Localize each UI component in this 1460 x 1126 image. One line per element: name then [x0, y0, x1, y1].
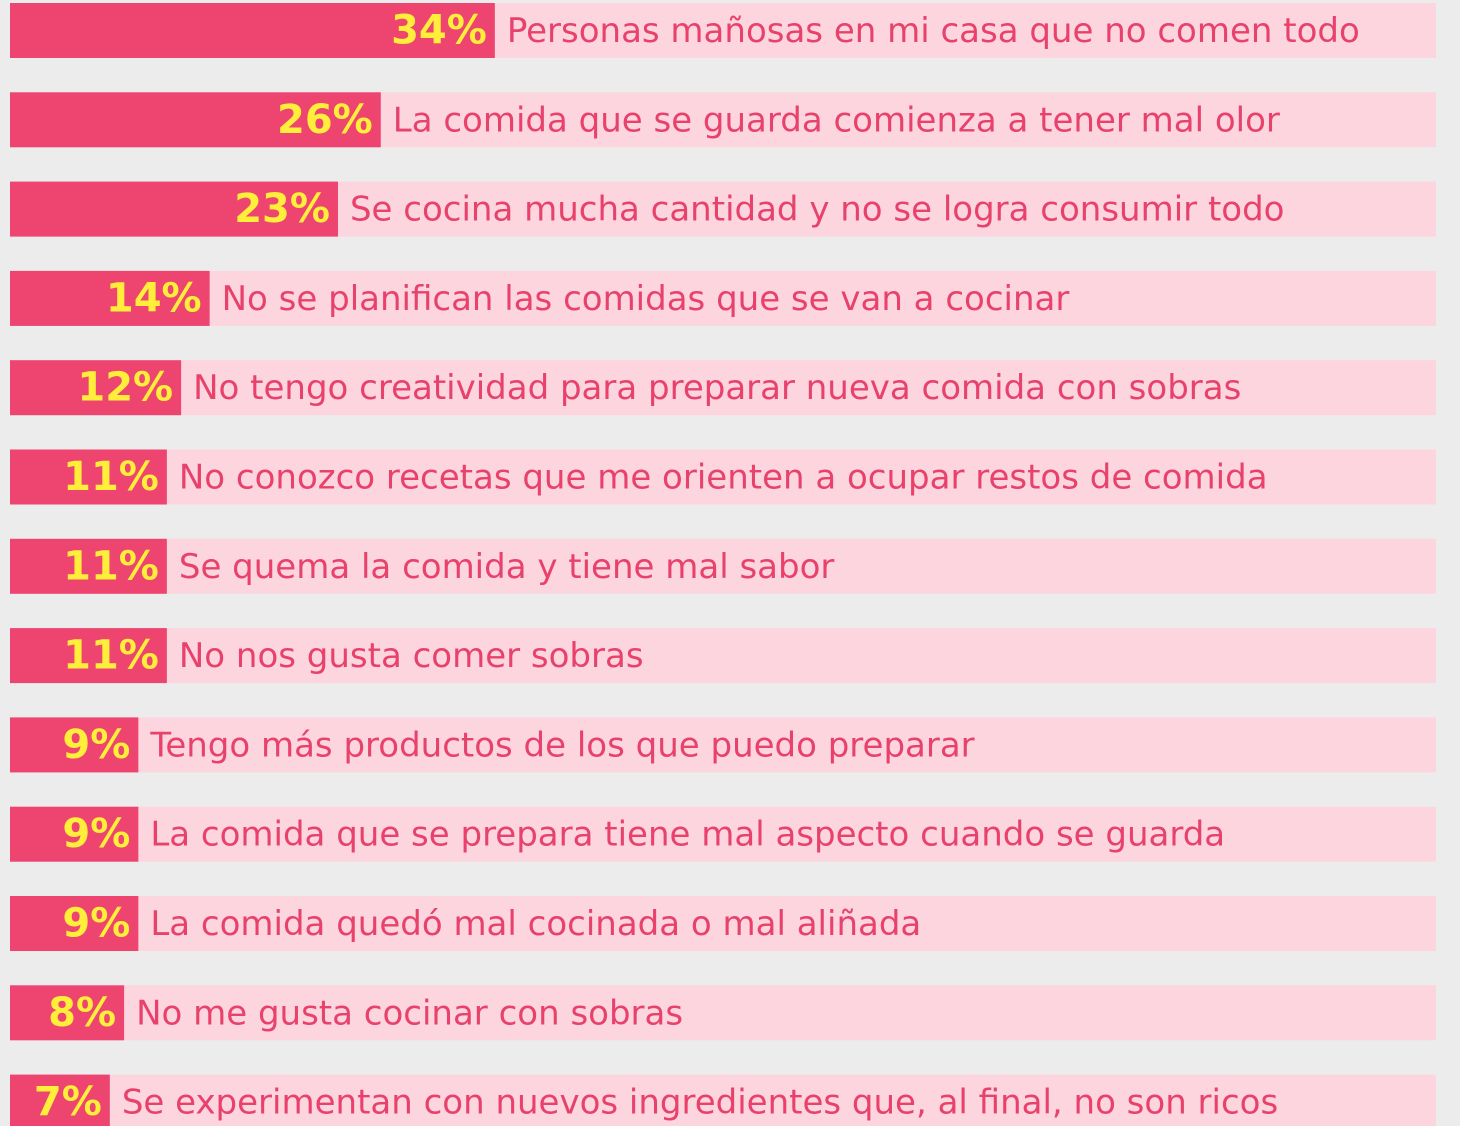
value-label: 11%: [63, 633, 159, 679]
bar: [10, 449, 167, 505]
bar: [10, 896, 139, 951]
category-label: No se planifican las comidas que se van …: [222, 279, 1070, 319]
value-label: 23%: [234, 186, 330, 232]
value-label: 11%: [63, 543, 159, 589]
value-label: 8%: [48, 990, 116, 1036]
category-label: Se quema la comida y tiene mal sabor: [179, 547, 835, 587]
bar-track: [10, 717, 1436, 773]
value-label: 7%: [34, 1079, 102, 1125]
value-label: 9%: [62, 722, 130, 768]
bar-track: [10, 538, 1436, 594]
bar: [10, 806, 139, 862]
category-label: Tengo más productos de los que puedo pre…: [149, 725, 974, 765]
category-label: Personas mañosas en mi casa que no comen…: [507, 11, 1360, 51]
category-label: No nos gusta comer sobras: [179, 636, 644, 676]
bar-track: [10, 896, 1436, 951]
category-label: No me gusta cocinar con sobras: [136, 993, 683, 1033]
bar-track: [10, 449, 1436, 505]
bar: [10, 628, 167, 684]
bar: [10, 985, 125, 1041]
bar-track: [10, 360, 1436, 416]
bar-track: [10, 628, 1436, 684]
bar: [10, 181, 338, 237]
category-label: No conozco recetas que me orienten a ocu…: [179, 458, 1268, 498]
value-label: 26%: [277, 97, 373, 143]
value-label: 9%: [62, 901, 130, 947]
category-label: No tengo creatividad para preparar nueva…: [193, 368, 1241, 408]
bar: [10, 538, 167, 594]
bar-track: [10, 806, 1436, 862]
value-label: 34%: [391, 8, 487, 54]
category-label: La comida que se guarda comienza a tener…: [393, 100, 1280, 140]
bar: [10, 717, 139, 773]
bar-track: [10, 270, 1436, 326]
category-label: La comida quedó mal cocinada o mal aliña…: [150, 904, 921, 944]
value-label: 9%: [62, 811, 130, 857]
category-label: La comida que se prepara tiene mal aspec…: [150, 815, 1225, 855]
value-label: 12%: [77, 365, 173, 411]
value-label: 14%: [106, 275, 202, 321]
bar: [10, 3, 495, 58]
bar: [10, 92, 381, 148]
category-label: Se experimentan con nuevos ingredientes …: [122, 1083, 1278, 1123]
category-label: Se cocina mucha cantidad y no se logra c…: [350, 190, 1285, 230]
bar: [10, 360, 182, 416]
bar-track: [10, 985, 1436, 1041]
bar-track: [10, 1074, 1436, 1126]
bar: [10, 1074, 110, 1126]
value-label: 11%: [63, 454, 159, 500]
bar: [10, 270, 210, 326]
